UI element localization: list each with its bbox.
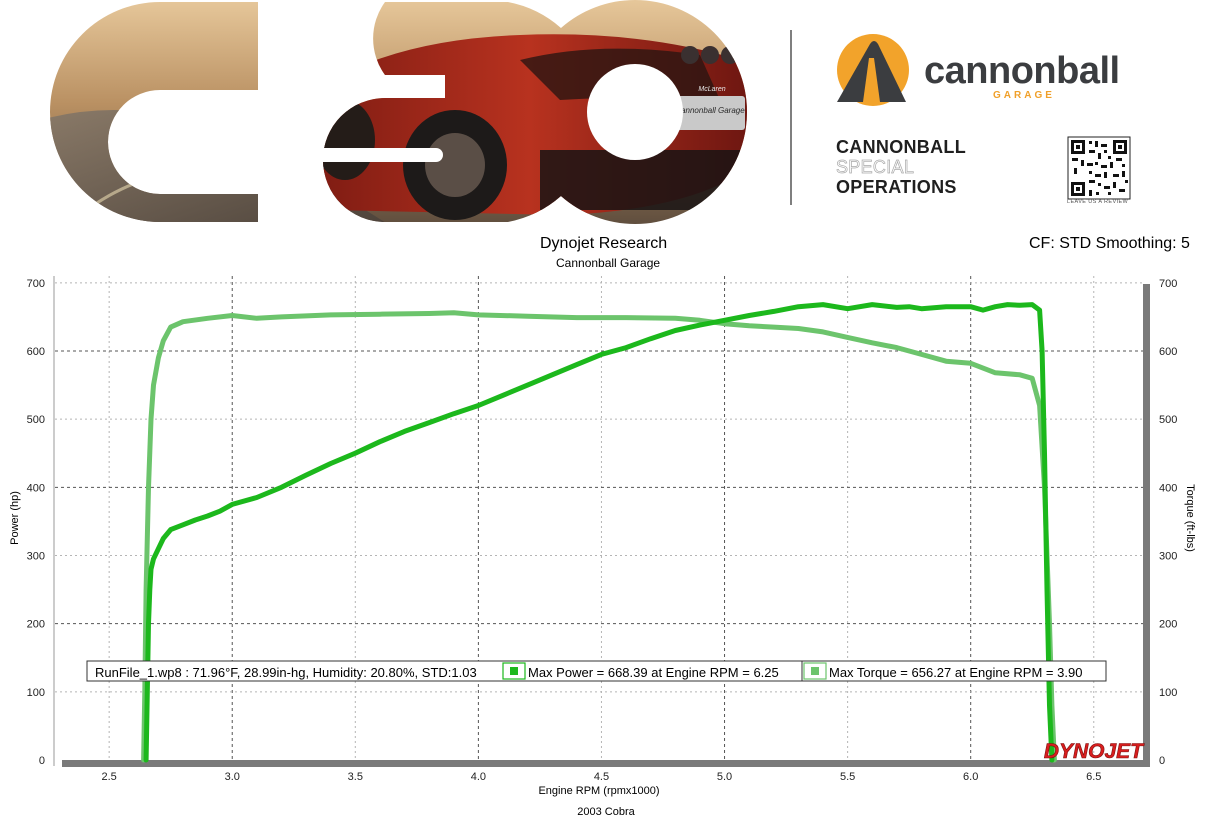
y2-tick-label: 0 xyxy=(1159,755,1165,767)
legend-box xyxy=(86,660,1107,682)
axis-ticks: 2.5 3.0 3.5 4.0 4.5 5.0 5.5 6.0 6.5 0 0 100 100 200 20… xyxy=(27,278,1178,783)
x-axis-label: Engine RPM (rpmx1000) xyxy=(538,785,659,797)
qr-code-icon xyxy=(1067,136,1131,200)
x-tick-label: 4.5 xyxy=(594,771,609,783)
cannonball-logo-icon xyxy=(837,34,909,106)
y2-tick-label: 300 xyxy=(1159,550,1177,562)
legend-torque-entry: Max Torque = 656.27 at Engine RPM = 3.90 xyxy=(829,665,1082,680)
chart-subtitle: Cannonball Garage xyxy=(556,256,661,270)
y2-tick-label: 600 xyxy=(1159,346,1177,358)
brand-name: cannonball xyxy=(924,50,1120,92)
y2-tick-label: 100 xyxy=(1159,687,1177,699)
x-tick-label: 5.5 xyxy=(840,771,855,783)
y2-tick-label: 500 xyxy=(1159,414,1177,426)
legend-power-swatch xyxy=(510,667,518,675)
y-tick-label: 600 xyxy=(27,346,45,358)
chart-grid xyxy=(55,276,1143,760)
y-tick-label: 500 xyxy=(27,414,45,426)
brand-subtitle: GARAGE xyxy=(993,90,1055,101)
y2-axis-label: Torque (ft-lbs) xyxy=(1184,484,1196,552)
special-ops-line-1: CANNONBALL xyxy=(836,137,966,157)
y-tick-label: 100 xyxy=(27,687,45,699)
x-tick-label: 6.0 xyxy=(963,771,978,783)
x-tick-label: 4.0 xyxy=(471,771,486,783)
chart-title: Dynojet Research xyxy=(540,235,668,252)
legend-run-info: RunFile_1.wp8 : 71.96°F, 28.99in-hg, Hum… xyxy=(95,665,477,680)
y-tick-label: 300 xyxy=(27,550,45,562)
chart-footer: 2003 Cobra xyxy=(577,806,635,818)
correction-factor-text: CF: STD Smoothing: 5 xyxy=(1029,235,1190,252)
x-tick-label: 3.0 xyxy=(225,771,240,783)
logo-o-hole xyxy=(587,64,683,160)
x-tick-label: 6.5 xyxy=(1086,771,1101,783)
x-tick-label: 3.5 xyxy=(348,771,363,783)
y-tick-label: 700 xyxy=(27,278,45,290)
license-plate-text: Cannonball Garage xyxy=(675,106,745,115)
y-tick-label: 200 xyxy=(27,619,45,631)
torque-series-line xyxy=(141,310,1057,763)
special-ops-line-3: OPERATIONS xyxy=(836,177,957,197)
y2-tick-label: 400 xyxy=(1159,482,1177,494)
right-axis-bar xyxy=(1143,284,1150,766)
special-ops-line-2: SPECIAL xyxy=(836,157,915,178)
dynojet-watermark: DYNOJET xyxy=(1044,740,1145,763)
y-tick-label: 400 xyxy=(27,482,45,494)
banner-artwork: Cannonball Garage McLaren xyxy=(50,0,1131,224)
bottom-axis-bar xyxy=(62,760,1150,767)
y-tick-label: 0 xyxy=(39,755,45,767)
y2-tick-label: 200 xyxy=(1159,619,1177,631)
legend-torque-swatch xyxy=(811,667,819,675)
license-plate xyxy=(675,96,745,130)
legend-power-entry: Max Power = 668.39 at Engine RPM = 6.25 xyxy=(528,665,779,680)
x-tick-label: 2.5 xyxy=(102,771,117,783)
qr-caption: LEAVE US A REVIEW xyxy=(1067,199,1129,205)
y2-tick-label: 700 xyxy=(1159,278,1177,290)
header-banner: Cannonball Garage McLaren xyxy=(0,0,1213,232)
chart-series xyxy=(141,302,1057,763)
power-series-line xyxy=(143,302,1055,763)
x-tick-label: 5.0 xyxy=(717,771,732,783)
legend: RunFile_1.wp8 : 71.96°F, 28.99in-hg, Hum… xyxy=(86,660,1107,682)
y-axis-label: Power (hp) xyxy=(9,491,21,545)
car-badge: McLaren xyxy=(698,86,725,93)
